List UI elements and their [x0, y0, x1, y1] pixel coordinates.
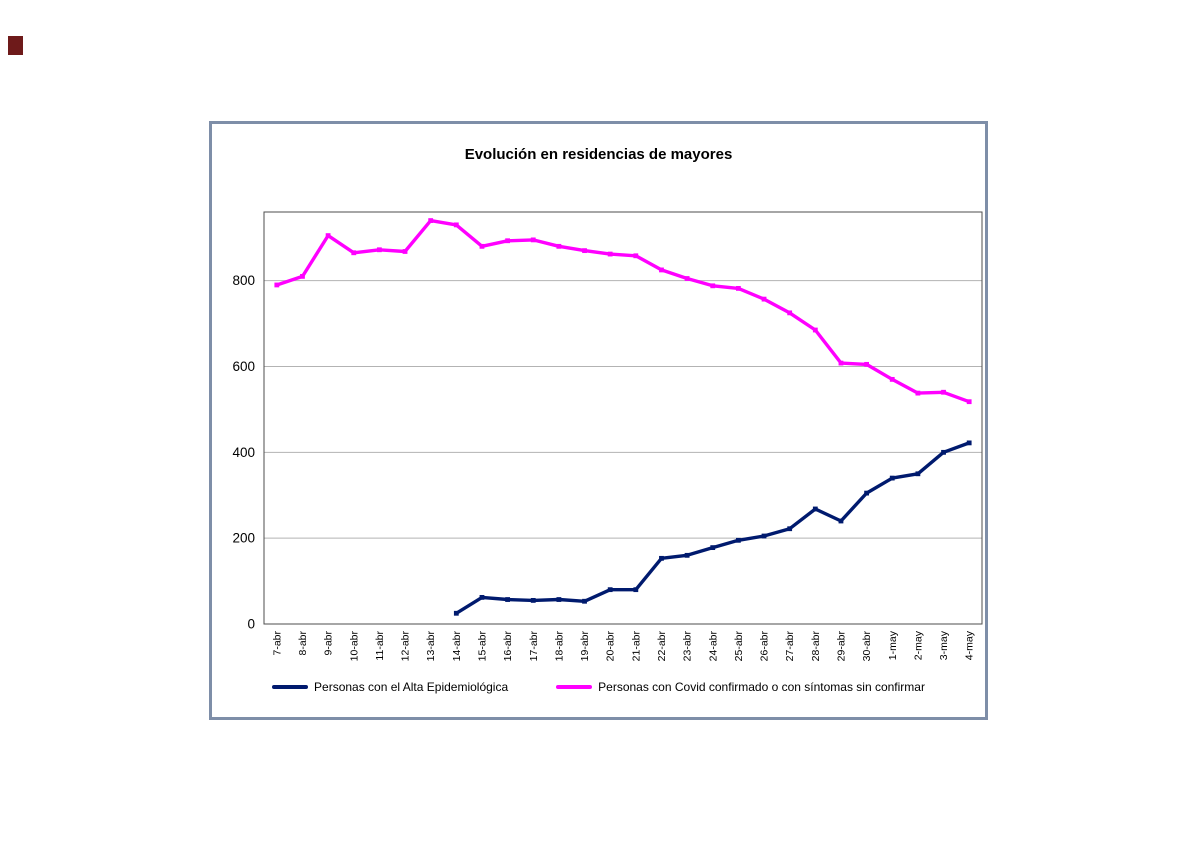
series-marker — [505, 597, 511, 602]
series-marker — [325, 233, 331, 239]
series-line — [454, 441, 971, 615]
series-line — [275, 218, 971, 404]
series-marker — [735, 537, 741, 543]
corner-mark — [8, 36, 23, 55]
series-marker — [607, 587, 613, 593]
x-tick-label: 10-abr — [348, 631, 360, 662]
x-tick-label: 25-abr — [733, 631, 745, 662]
x-tick-label: 11-abr — [374, 631, 386, 661]
chart-frame: Evolución en residencias de mayores 0 200… — [209, 121, 988, 720]
x-tick-label: 24-abr — [707, 631, 719, 662]
x-tick-label: 27-abr — [784, 631, 796, 662]
x-tick-label: 3-may — [938, 630, 950, 660]
y-tick-label: 800 — [232, 273, 255, 288]
x-tick-label: 30-abr — [861, 631, 873, 662]
series-marker — [633, 587, 639, 593]
y-tick-label: 0 — [247, 617, 255, 632]
series-marker — [710, 283, 716, 289]
series-marker — [812, 506, 818, 512]
y-tick-label: 400 — [232, 445, 255, 460]
x-tick-label: 1-may — [887, 630, 899, 660]
series-marker — [966, 399, 972, 405]
y-tick-label: 600 — [232, 359, 255, 374]
series-marker — [428, 218, 434, 223]
series-marker — [274, 282, 280, 288]
series-marker — [735, 285, 741, 291]
series-marker — [556, 243, 562, 249]
series-marker — [300, 273, 305, 279]
plot-border — [263, 211, 983, 625]
x-tick-label: 20-abr — [605, 631, 617, 662]
x-tick-label: 9-abr — [323, 631, 335, 656]
x-tick-label: 13-abr — [425, 631, 437, 662]
x-tick-label: 28-abr — [810, 631, 822, 662]
series-marker — [633, 253, 639, 259]
legend-label-covid: Personas con Covid confirmado o con sínt… — [598, 680, 925, 694]
series-marker — [582, 598, 587, 604]
series-marker — [864, 361, 870, 367]
x-tick-label: 2-may — [912, 630, 924, 660]
series-marker — [761, 533, 767, 539]
series-marker — [864, 490, 870, 496]
series-marker — [787, 526, 793, 532]
chart-title: Evolución en residencias de mayores — [464, 146, 733, 163]
x-tick-label: 19-abr — [579, 631, 591, 662]
series-marker — [376, 247, 382, 253]
series-marker — [838, 518, 844, 524]
series-marker — [659, 555, 664, 561]
series-marker — [966, 440, 972, 446]
legend-item-alta: Personas con el Alta Epidemiológica — [272, 680, 508, 694]
series-marker — [479, 594, 485, 600]
x-tick-label: 8-abr — [297, 631, 309, 656]
x-tick-label: 14-abr — [451, 631, 463, 662]
series-marker — [710, 545, 716, 551]
x-tick-label: 4-may — [964, 630, 976, 660]
series-marker — [582, 248, 587, 254]
series-marker — [941, 449, 946, 455]
legend-swatch-covid — [556, 685, 593, 689]
x-tick-label: 29-abr — [835, 631, 847, 662]
x-tick-label: 15-abr — [476, 631, 488, 662]
x-tick-label: 26-abr — [759, 631, 771, 662]
series-marker — [889, 376, 895, 382]
series-marker — [530, 597, 536, 603]
series-marker — [761, 296, 767, 302]
series-marker — [453, 222, 459, 228]
x-tick-label: 12-abr — [400, 631, 412, 662]
legend-label-alta: Personas con el Alta Epidemiológica — [314, 680, 509, 694]
series-marker — [684, 276, 690, 281]
series-marker — [479, 243, 485, 249]
x-tick-label: 21-abr — [630, 631, 642, 662]
series-marker — [402, 249, 408, 254]
series-marker — [659, 267, 664, 273]
series-marker — [889, 475, 895, 481]
x-tick-label: 17-abr — [528, 631, 540, 662]
series-marker — [812, 327, 818, 333]
y-tick-label: 200 — [232, 531, 255, 546]
series-marker — [915, 390, 921, 396]
series-marker — [556, 597, 562, 602]
x-tick-label: 22-abr — [656, 631, 668, 662]
x-tick-label: 16-abr — [502, 631, 514, 662]
series-marker — [838, 360, 844, 366]
series-marker — [505, 238, 511, 244]
series-marker — [915, 471, 921, 477]
series-marker — [787, 310, 793, 316]
x-tick-label: 7-abr — [271, 631, 283, 656]
x-tick-label: 23-abr — [682, 631, 694, 662]
chart-legend: Personas con el Alta Epidemiológica Pers… — [212, 680, 985, 694]
series-marker — [453, 610, 459, 616]
legend-item-covid: Personas con Covid confirmado o con sínt… — [556, 680, 925, 694]
series-marker — [684, 552, 690, 558]
series-marker — [941, 389, 946, 395]
chart-plot-area: 0 200 400 600 800 7-abr 8-abr 9-abr 10-abr 11-abr… — [232, 211, 983, 662]
series-marker — [351, 250, 357, 256]
series-marker — [530, 237, 536, 243]
legend-swatch-alta — [272, 685, 309, 689]
x-tick-label: 18-abr — [553, 631, 565, 662]
series-marker — [607, 251, 613, 257]
